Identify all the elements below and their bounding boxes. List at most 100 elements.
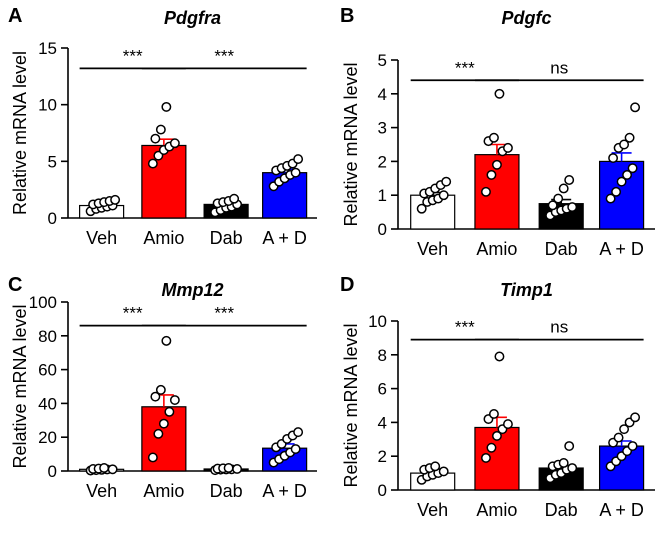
data-point bbox=[494, 88, 505, 99]
panel-b: B Pdgfc Relative mRNA level 0 1 2 3 4 5 Veh Amio Da… bbox=[340, 5, 655, 259]
x-category-label: A + D bbox=[599, 500, 644, 520]
data-point bbox=[494, 351, 505, 362]
data-point bbox=[547, 200, 558, 211]
data-point bbox=[502, 419, 513, 430]
x-category-label: Dab bbox=[210, 228, 243, 248]
data-point bbox=[564, 441, 575, 452]
data-point bbox=[110, 194, 121, 205]
significance-label: *** bbox=[455, 318, 475, 337]
x-category-label: Veh bbox=[417, 500, 448, 520]
significance-label: *** bbox=[214, 304, 234, 323]
panel-c: C Mmp12 Relative mRNA level 0 20 40 60 80 100 Veh… bbox=[8, 274, 317, 501]
data-point bbox=[438, 466, 449, 477]
panel-letter: D bbox=[340, 274, 354, 296]
significance-label: *** bbox=[123, 46, 143, 65]
y-tick-label: 8 bbox=[378, 346, 387, 365]
y-tick-label: 60 bbox=[38, 361, 57, 380]
significance-label: *** bbox=[455, 58, 475, 77]
y-tick-label: 10 bbox=[38, 96, 57, 115]
x-category-label: Amio bbox=[476, 500, 517, 520]
data-point bbox=[441, 176, 452, 187]
x-category-label: Amio bbox=[143, 481, 184, 501]
x-category-label: Amio bbox=[143, 228, 184, 248]
x-category-label: Veh bbox=[86, 481, 117, 501]
data-point bbox=[553, 193, 564, 204]
data-point bbox=[147, 452, 158, 463]
y-tick-label: 4 bbox=[378, 85, 387, 104]
data-point bbox=[624, 132, 635, 143]
y-tick-label: 100 bbox=[29, 293, 57, 312]
y-tick-label: 1 bbox=[378, 186, 387, 205]
y-tick-label: 4 bbox=[378, 413, 387, 432]
y-axis-title: Relative mRNA level bbox=[10, 51, 30, 215]
data-point bbox=[150, 133, 161, 144]
y-tick-label: 10 bbox=[368, 312, 387, 331]
x-category-label: Veh bbox=[86, 228, 117, 248]
data-point bbox=[622, 169, 633, 180]
y-tick-label: 40 bbox=[38, 394, 57, 413]
data-point bbox=[613, 432, 624, 443]
y-tick-label: 80 bbox=[38, 327, 57, 346]
data-point bbox=[158, 418, 169, 429]
y-tick-label: 0 bbox=[48, 462, 57, 481]
data-point bbox=[290, 167, 301, 178]
data-point bbox=[619, 139, 630, 150]
data-point bbox=[480, 452, 491, 463]
significance-label: ns bbox=[550, 58, 568, 77]
x-category-label: Dab bbox=[545, 500, 578, 520]
data-point bbox=[223, 463, 234, 473]
data-point bbox=[99, 463, 110, 473]
chart-title: Pdgfra bbox=[164, 8, 221, 28]
data-point bbox=[488, 132, 499, 143]
y-tick-label: 15 bbox=[38, 39, 57, 58]
data-point bbox=[558, 458, 569, 468]
data-point bbox=[488, 409, 499, 419]
panel-letter: A bbox=[8, 5, 22, 27]
data-point bbox=[232, 464, 243, 474]
data-point bbox=[147, 158, 158, 169]
y-axis-title: Relative mRNA level bbox=[341, 62, 361, 226]
y-tick-label: 20 bbox=[38, 428, 57, 447]
data-point bbox=[150, 391, 161, 402]
data-point bbox=[605, 193, 616, 204]
panel-a: A Pdgfra Relative mRNA level 0 5 10 15 Veh Amio D… bbox=[8, 5, 317, 248]
data-point bbox=[627, 163, 638, 174]
data-point bbox=[430, 461, 441, 472]
y-axis-title: Relative mRNA level bbox=[10, 304, 30, 468]
data-point bbox=[627, 441, 638, 452]
data-point bbox=[153, 428, 164, 439]
x-category-label: Dab bbox=[210, 481, 243, 501]
data-point bbox=[229, 193, 240, 204]
data-point bbox=[491, 430, 502, 441]
y-tick-label: 5 bbox=[378, 51, 387, 70]
data-point bbox=[558, 183, 569, 194]
data-point bbox=[630, 102, 641, 113]
y-tick-label: 0 bbox=[378, 481, 387, 500]
data-point bbox=[416, 203, 427, 214]
x-category-label: Amio bbox=[476, 239, 517, 259]
bar-ad bbox=[598, 160, 645, 230]
data-point bbox=[486, 442, 497, 453]
data-point bbox=[169, 138, 180, 149]
panel-letter: B bbox=[340, 5, 354, 27]
data-point bbox=[619, 424, 630, 435]
y-tick-label: 0 bbox=[378, 220, 387, 239]
data-point bbox=[567, 202, 578, 212]
y-tick-label: 6 bbox=[378, 380, 387, 399]
data-point bbox=[486, 169, 497, 180]
data-point bbox=[155, 124, 166, 135]
y-tick-label: 5 bbox=[48, 152, 57, 171]
data-point bbox=[438, 190, 449, 201]
data-point bbox=[161, 335, 172, 346]
panel-d: D Timp1 Relative mRNA level 0 2 4 6 8 10 Veh Amio D… bbox=[340, 274, 655, 520]
data-point bbox=[564, 175, 575, 185]
chart-title: Timp1 bbox=[500, 280, 553, 300]
x-category-label: A + D bbox=[262, 228, 307, 248]
bar-amio bbox=[141, 406, 187, 472]
chart-title: Pdgfc bbox=[501, 8, 551, 28]
x-category-label: Veh bbox=[417, 239, 448, 259]
data-point bbox=[161, 101, 172, 112]
y-tick-label: 2 bbox=[378, 152, 387, 171]
x-category-label: Dab bbox=[545, 239, 578, 259]
